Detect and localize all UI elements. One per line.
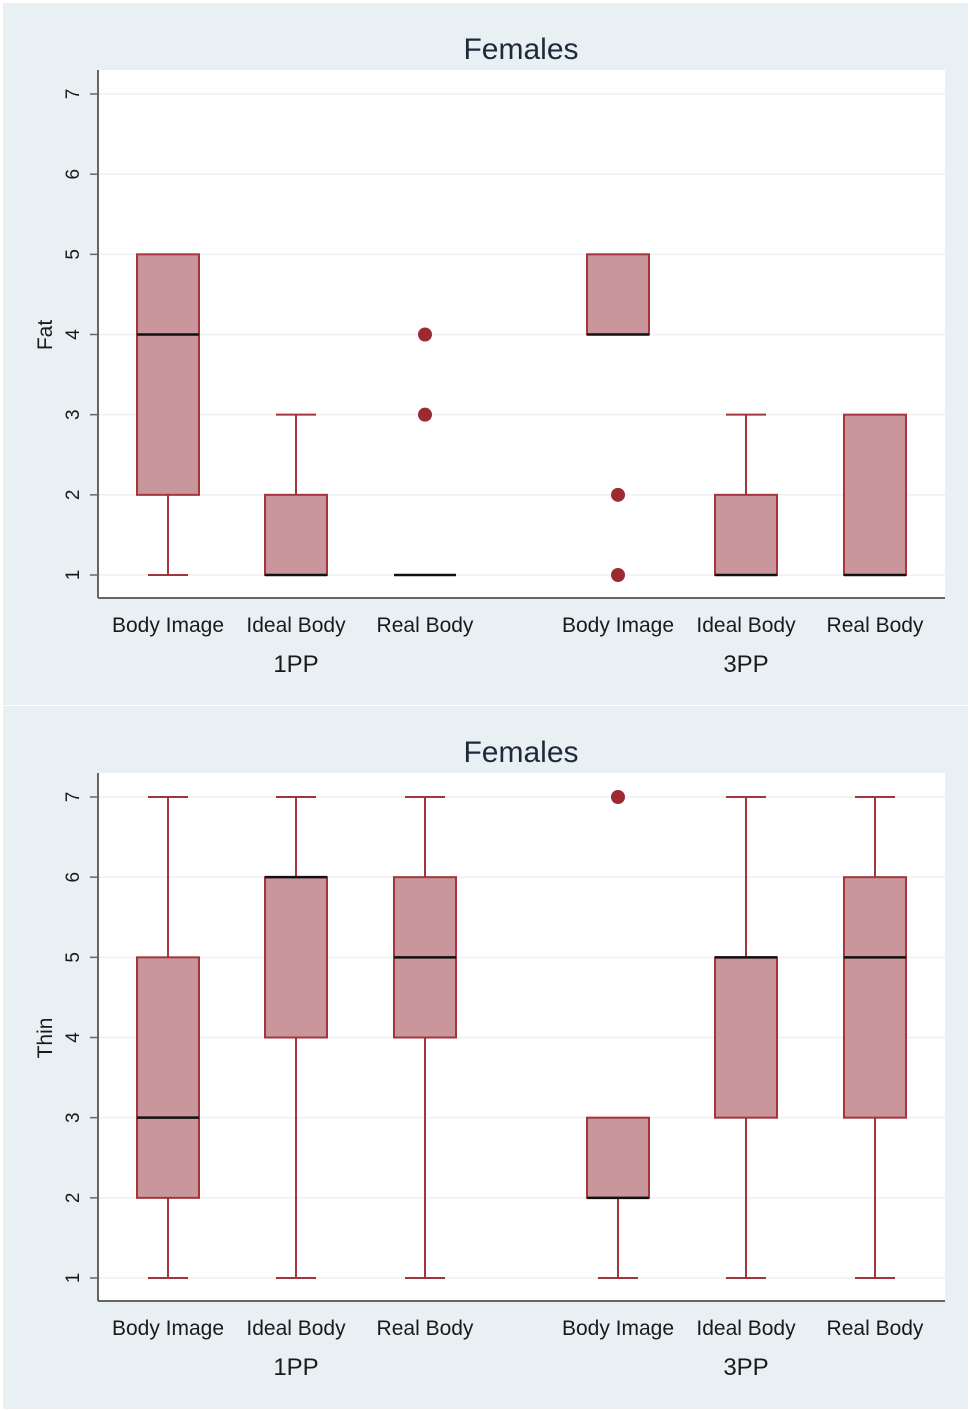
y-tick-label: 1: [63, 570, 84, 581]
x-category-label: Body Image: [562, 614, 674, 637]
x-category-label: Real Body: [377, 614, 474, 637]
iqr-box: [586, 1116, 650, 1199]
box-1PP-ideal-body: [264, 796, 328, 1279]
x-group-label: 1PP: [273, 1354, 318, 1381]
y-tick-label: 1: [63, 1273, 84, 1284]
iqr-box: [843, 413, 907, 576]
x-group-label: 1PP: [273, 651, 318, 678]
iqr-box: [714, 493, 778, 577]
y-tick-label: 7: [63, 89, 84, 100]
x-category-label: Real Body: [377, 1317, 474, 1340]
x-group-label: 3PP: [723, 1354, 768, 1381]
y-tick-label: 6: [63, 169, 84, 180]
iqr-box: [264, 876, 328, 1039]
chart-panel-1: Females 1 2 3 4 5 6 7 Fat Body Image Ideal Body Rea…: [3, 3, 968, 705]
y-tick-label: 6: [63, 872, 84, 883]
outlier-point: [418, 407, 432, 422]
y-tick-label: 3: [63, 409, 84, 420]
x-category-label: Ideal Body: [246, 614, 346, 637]
box-1PP-body-image: [136, 796, 200, 1279]
y-axis-title: Thin: [34, 1018, 57, 1059]
x-category-label: Ideal Body: [696, 614, 796, 637]
box-3PP-real-body: [843, 796, 907, 1279]
box-1PP-ideal-body: [264, 413, 328, 577]
chart-title: Females: [463, 736, 578, 769]
x-category-label: Real Body: [827, 614, 924, 637]
box-3PP-real-body: [843, 413, 907, 577]
x-category-label: Body Image: [112, 614, 224, 637]
box-3PP-body-image: [586, 790, 650, 1279]
chart-title: Females: [463, 33, 578, 66]
iqr-box: [714, 956, 778, 1119]
iqr-box: [264, 493, 328, 577]
iqr-box: [843, 876, 907, 1119]
outlier-point: [611, 487, 625, 502]
y-tick-label: 5: [63, 952, 84, 963]
outlier-point: [611, 790, 625, 804]
y-tick-label: 4: [63, 1032, 84, 1043]
y-tick-label: 2: [63, 490, 84, 501]
y-tick-label: 5: [63, 249, 84, 260]
chart-panel-2: Females 1 2 3 4 5 6 7 Thin Body Image Ideal Body Re…: [3, 706, 968, 1409]
outlier-point: [611, 568, 625, 582]
box-1PP-real-body: [394, 327, 456, 577]
outlier-point: [418, 327, 432, 342]
box-3PP-ideal-body: [714, 796, 778, 1279]
y-tick-label: 4: [63, 329, 84, 340]
x-group-label: 3PP: [723, 651, 768, 678]
box-3PP-ideal-body: [714, 413, 778, 577]
x-category-label: Ideal Body: [696, 1317, 796, 1340]
y-tick-label: 2: [63, 1193, 84, 1204]
x-category-label: Body Image: [562, 1317, 674, 1340]
y-tick-label: 7: [63, 792, 84, 803]
x-category-label: Ideal Body: [246, 1317, 346, 1340]
x-category-label: Real Body: [827, 1317, 924, 1340]
y-axis-title: Fat: [34, 320, 57, 351]
box-3PP-body-image: [586, 253, 650, 582]
box-1PP-body-image: [136, 253, 200, 576]
box-1PP-real-body: [393, 796, 457, 1279]
iqr-box: [136, 253, 200, 496]
x-category-label: Body Image: [112, 1317, 224, 1340]
iqr-box: [586, 253, 650, 336]
y-tick-label: 3: [63, 1112, 84, 1123]
iqr-box: [136, 956, 200, 1199]
